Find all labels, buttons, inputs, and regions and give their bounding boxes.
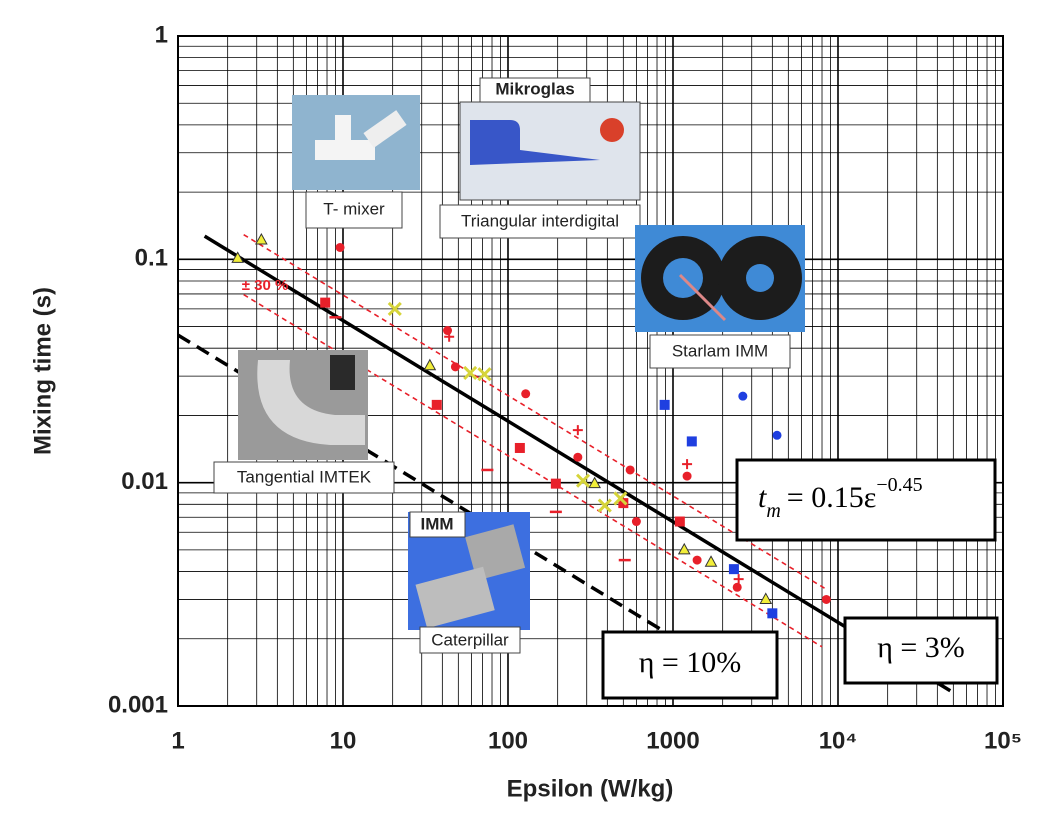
points <box>231 233 831 619</box>
point <box>573 452 583 462</box>
point <box>597 498 612 513</box>
point <box>733 574 744 585</box>
x-tick-label: 1 <box>171 727 184 754</box>
point <box>682 459 693 470</box>
label-box <box>649 334 791 369</box>
x-tick-label: 100 <box>488 727 528 754</box>
point <box>575 473 591 488</box>
point <box>738 391 748 401</box>
point <box>550 478 561 489</box>
point <box>444 331 455 342</box>
point <box>320 297 331 308</box>
picture-label: IMM <box>420 514 453 533</box>
point <box>572 425 583 436</box>
picture-label: Caterpillar <box>431 630 509 649</box>
picture-label: Tangential IMTEK <box>237 467 372 486</box>
label-box <box>843 616 999 685</box>
picture-label: Mikroglas <box>495 79 574 98</box>
label-box <box>601 630 779 700</box>
point <box>625 465 635 475</box>
point <box>772 430 782 440</box>
point <box>423 358 437 371</box>
label-box <box>479 77 591 103</box>
point <box>255 233 268 245</box>
point <box>514 442 525 453</box>
eta-label: η = 3% <box>877 631 965 664</box>
x-tick-label: 1000 <box>646 727 699 754</box>
x-tick-label: 10⁴ <box>819 727 858 754</box>
picture-label: Triangular interdigital <box>461 211 619 230</box>
label-box <box>439 204 641 239</box>
point <box>759 592 773 604</box>
eta-label: η = 10% <box>639 646 742 679</box>
picture-label: T- mixer <box>323 199 385 218</box>
x-axis-label: Epsilon (W/kg) <box>507 775 674 802</box>
y-tick-label: 0.01 <box>121 468 168 495</box>
point <box>477 367 492 382</box>
point <box>821 594 831 604</box>
point <box>450 362 460 372</box>
label-box <box>419 626 521 654</box>
point <box>732 582 742 592</box>
point <box>443 326 453 336</box>
point <box>387 301 402 316</box>
point <box>335 242 345 252</box>
point <box>588 476 601 489</box>
fit-equation: tm = 0.15ε−0.45 <box>758 474 923 522</box>
point <box>631 517 641 527</box>
mikroglas-picture <box>459 101 641 201</box>
y-axis-label: Mixing time (s) <box>29 287 56 455</box>
point <box>692 555 702 565</box>
point <box>463 365 478 380</box>
point <box>767 608 778 619</box>
point <box>521 389 531 399</box>
fit-line <box>203 234 952 693</box>
point <box>674 516 685 527</box>
point <box>682 471 692 481</box>
point <box>686 436 697 447</box>
label-box <box>305 191 403 229</box>
tangential-picture <box>238 350 368 460</box>
label-box <box>409 511 466 538</box>
x-tick-label: 10 <box>330 727 357 754</box>
point <box>231 251 245 263</box>
plot-frame <box>177 35 1004 707</box>
point <box>659 399 670 410</box>
point <box>431 399 442 410</box>
point <box>677 542 691 555</box>
starlam-picture <box>635 225 805 332</box>
eq-part: −0.45 <box>876 474 922 496</box>
fit-line <box>243 233 827 591</box>
point <box>613 491 628 506</box>
y-tick-label: 1 <box>155 21 168 48</box>
eq-part: t <box>758 481 767 514</box>
t-mixer-picture <box>292 95 420 190</box>
eq-part: = 0.15ε <box>787 481 877 514</box>
x-tick-label: 10⁵ <box>984 727 1022 754</box>
equation-box <box>735 458 997 542</box>
band-label: ± 30 % <box>242 277 289 294</box>
y-tick-label: 0.001 <box>108 691 168 718</box>
point <box>704 555 718 567</box>
picture-label: Starlam IMM <box>672 341 768 360</box>
y-tick-label: 0.1 <box>135 245 168 272</box>
eq-part: m <box>766 500 780 522</box>
point <box>728 564 739 575</box>
label-box <box>213 461 395 494</box>
